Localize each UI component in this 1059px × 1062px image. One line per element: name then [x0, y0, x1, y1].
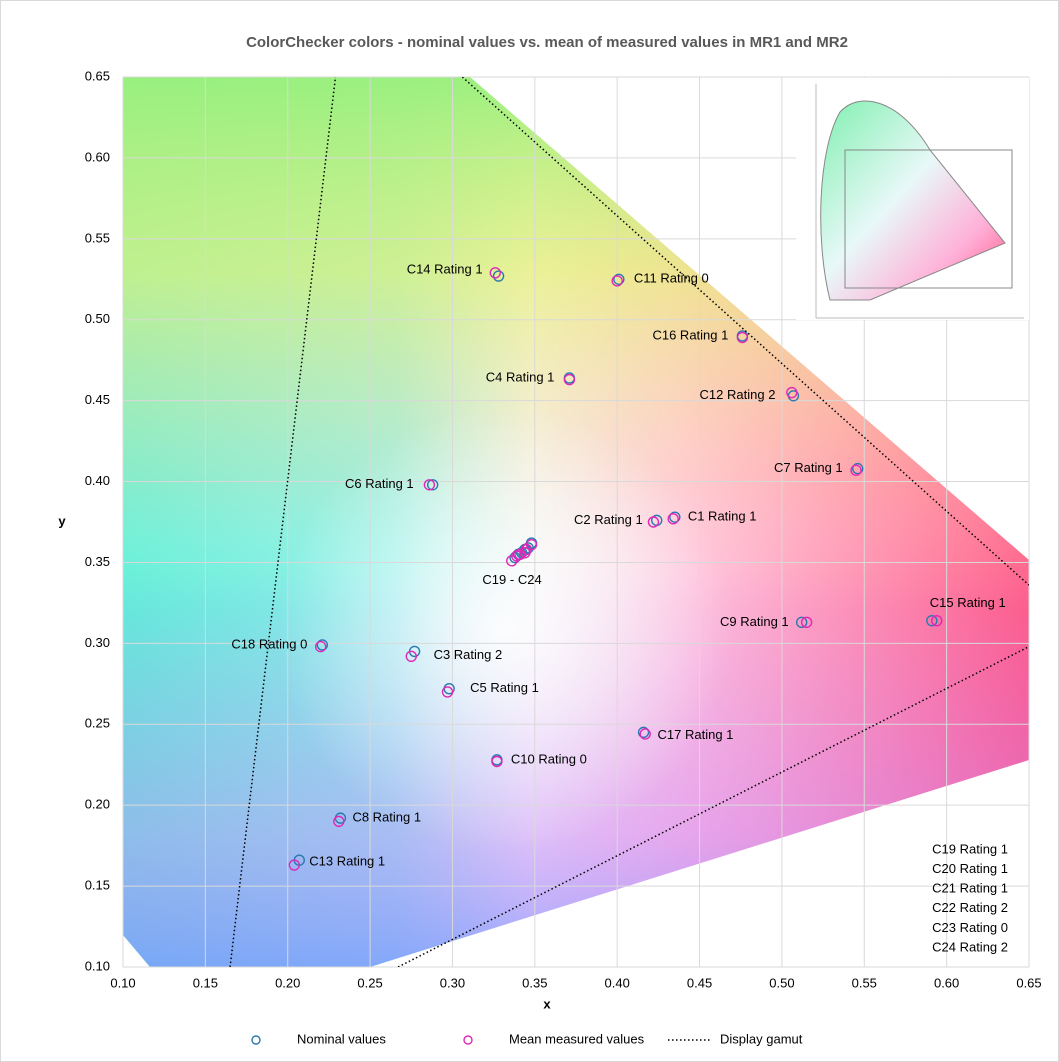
point: [288, 859, 301, 871]
legend-marker: [251, 1035, 261, 1045]
x-axis-title: x: [543, 996, 551, 1011]
point: [795, 616, 808, 629]
y-tick-label: 0.60: [85, 149, 110, 164]
annotation: C18 Rating 0: [231, 636, 307, 651]
point: [506, 555, 518, 567]
legend-label: Mean measured values: [509, 1031, 645, 1046]
point: [931, 615, 943, 627]
annotation: C13 Rating 1: [309, 854, 385, 869]
annotation: C15 Rating 1: [930, 595, 1006, 610]
annotation: C5 Rating 1: [470, 680, 539, 695]
x-tick-label: 0.15: [193, 975, 218, 990]
chart-title: ColorChecker colors - nominal values vs.…: [246, 34, 848, 51]
point: [800, 616, 813, 629]
annotation: C17 Rating 1: [658, 727, 734, 742]
point: [405, 650, 417, 663]
y-tick-label: 0.10: [85, 958, 110, 973]
annotation: C3 Rating 2: [434, 647, 503, 662]
point: [333, 815, 345, 828]
x-tick-label: 0.55: [852, 975, 877, 990]
legend-marker: [463, 1035, 473, 1045]
note: C20 Rating 1: [932, 861, 1008, 876]
point: [441, 686, 454, 698]
point: [926, 615, 938, 627]
point: [786, 386, 798, 399]
point: [491, 755, 503, 768]
x-tick-label: 0.20: [275, 975, 300, 990]
x-tick-label: 0.50: [769, 975, 794, 990]
point: [489, 267, 501, 279]
note: C19 Rating 1: [932, 841, 1008, 856]
gamut-line: [229, 77, 1029, 967]
point: [613, 273, 625, 285]
y-tick-label: 0.25: [85, 716, 110, 731]
annotation: C2 Rating 1: [574, 512, 643, 527]
point: [316, 639, 329, 651]
annotation: C11 Rating 0: [634, 271, 709, 286]
x-tick-label: 0.45: [687, 975, 712, 990]
point: [851, 462, 864, 475]
point: [667, 513, 679, 525]
note: C24 Rating 2: [932, 939, 1008, 954]
annotation: C8 Rating 1: [352, 810, 421, 825]
legend-label: Nominal values: [297, 1031, 386, 1046]
y-tick-label: 0.40: [85, 473, 110, 488]
y-tick-label: 0.35: [85, 554, 110, 569]
x-tick-label: 0.35: [522, 975, 547, 990]
y-tick-label: 0.30: [85, 635, 110, 650]
point: [314, 640, 327, 653]
point: [736, 331, 749, 344]
annotation: C4 Rating 1: [486, 369, 555, 384]
point: [637, 726, 650, 739]
point: [563, 373, 576, 386]
annotation: C12 Rating 2: [700, 387, 776, 402]
point: [492, 270, 505, 282]
plot-data: [229, 77, 1029, 967]
y-tick-label: 0.45: [85, 392, 110, 407]
inset-diagram: [796, 78, 1029, 320]
y-tick-label: 0.50: [85, 311, 110, 326]
x-tick-label: 0.65: [1016, 975, 1041, 990]
y-tick-label: 0.65: [85, 68, 110, 83]
annotation: C10 Rating 0: [511, 751, 587, 766]
point: [639, 728, 651, 740]
point: [647, 516, 660, 528]
point: [426, 479, 439, 491]
legend: Nominal values Mean measured values Displa…: [251, 1031, 803, 1046]
annotation: C6 Rating 1: [345, 476, 414, 491]
annotation: C1 Rating 1: [688, 509, 757, 524]
y-axis-title: y: [58, 513, 66, 528]
note: C22 Rating 2: [932, 900, 1008, 915]
point: [669, 511, 681, 523]
note: C21 Rating 1: [932, 881, 1008, 896]
chromaticity-background: [123, 77, 1029, 967]
annotation: C7 Rating 1: [774, 460, 843, 475]
annotation: C9 Rating 1: [720, 614, 789, 629]
point: [611, 275, 623, 287]
annotations: C1 Rating 1 C2 Rating 1 C3 Rating 2 C4 Rati…: [231, 261, 1008, 954]
point: [423, 479, 436, 491]
y-tick-label: 0.20: [85, 797, 110, 812]
x-tick-label: 0.40: [605, 975, 630, 990]
annotation: C16 Rating 1: [652, 327, 728, 342]
x-tick-label: 0.60: [934, 975, 959, 990]
note: C23 Rating 0: [932, 920, 1008, 935]
y-tick-label: 0.15: [85, 878, 110, 893]
point: [850, 464, 862, 476]
annotation: C14 Rating 1: [407, 261, 483, 276]
x-tick-label: 0.25: [357, 975, 382, 990]
annotation: C19 - C24: [482, 572, 541, 587]
x-tick-label: 0.10: [110, 975, 135, 990]
y-tick-label: 0.55: [85, 230, 110, 245]
x-tick-label: 0.30: [440, 975, 465, 990]
legend-label: Display gamut: [720, 1031, 803, 1046]
